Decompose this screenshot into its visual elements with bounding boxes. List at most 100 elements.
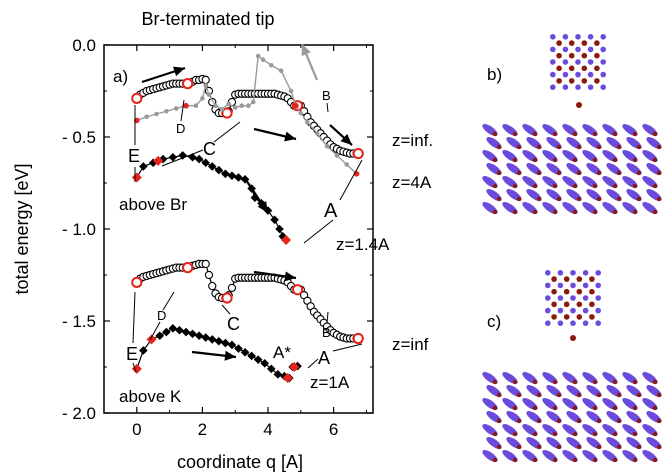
atom bbox=[616, 144, 622, 150]
atom bbox=[602, 150, 618, 162]
leader-line bbox=[132, 362, 137, 373]
atom bbox=[546, 163, 562, 175]
atom bbox=[656, 418, 662, 424]
atom bbox=[582, 176, 598, 188]
atom bbox=[566, 437, 582, 449]
atom bbox=[595, 295, 601, 301]
atom bbox=[532, 431, 538, 437]
atom bbox=[512, 457, 518, 463]
atom bbox=[562, 424, 578, 436]
molecule-panel-c bbox=[482, 270, 662, 463]
atom bbox=[656, 144, 662, 150]
atom bbox=[652, 183, 658, 189]
atom bbox=[587, 84, 594, 90]
atom bbox=[622, 398, 638, 410]
atom bbox=[606, 385, 622, 397]
atom bbox=[557, 320, 564, 327]
atom bbox=[556, 40, 562, 46]
atom bbox=[600, 59, 606, 65]
atom bbox=[532, 157, 538, 163]
atom bbox=[545, 307, 551, 314]
data-point bbox=[278, 232, 288, 241]
atom bbox=[656, 196, 662, 202]
leader-line bbox=[303, 219, 334, 244]
data-point bbox=[194, 154, 204, 164]
atom bbox=[652, 379, 658, 385]
atom bbox=[586, 437, 602, 449]
atom bbox=[592, 131, 598, 137]
label-A-bottom: A bbox=[318, 348, 330, 368]
atom bbox=[566, 163, 582, 175]
atom bbox=[652, 157, 658, 163]
atom bbox=[496, 392, 502, 398]
atom bbox=[522, 424, 538, 436]
atom bbox=[587, 34, 594, 40]
atom bbox=[502, 202, 518, 214]
atom bbox=[545, 320, 551, 327]
atom bbox=[512, 183, 518, 189]
label-z-inf-top: z=inf. bbox=[392, 131, 433, 150]
atom bbox=[496, 170, 502, 176]
atom bbox=[502, 176, 518, 188]
atom bbox=[602, 124, 618, 136]
atom bbox=[492, 157, 498, 163]
atom bbox=[652, 457, 658, 463]
atom bbox=[632, 379, 638, 385]
atom bbox=[526, 137, 542, 149]
highlight-point bbox=[221, 107, 233, 119]
atom bbox=[612, 379, 618, 385]
atom bbox=[496, 418, 502, 424]
data-point bbox=[298, 110, 304, 116]
atom bbox=[594, 78, 600, 84]
atom bbox=[532, 183, 538, 189]
leader-line bbox=[326, 102, 329, 113]
highlight-point bbox=[182, 78, 194, 90]
atom bbox=[652, 431, 658, 437]
atom bbox=[552, 157, 558, 163]
atom bbox=[532, 209, 538, 215]
atom bbox=[556, 78, 562, 84]
data-point bbox=[203, 83, 208, 88]
atom bbox=[551, 276, 557, 282]
data-point bbox=[214, 165, 224, 175]
data-point bbox=[207, 335, 217, 344]
data-point bbox=[278, 68, 284, 74]
data-point bbox=[221, 338, 230, 348]
atom bbox=[589, 276, 595, 282]
atom bbox=[606, 163, 622, 175]
atom bbox=[586, 385, 602, 397]
data-point bbox=[226, 101, 231, 107]
atom bbox=[532, 379, 538, 385]
arrow-top-mid bbox=[253, 127, 297, 142]
atom bbox=[486, 189, 502, 201]
atom bbox=[622, 150, 638, 162]
data-point bbox=[280, 371, 289, 381]
atom bbox=[482, 202, 498, 214]
atom bbox=[642, 398, 658, 410]
atom bbox=[595, 320, 601, 327]
atom bbox=[566, 411, 582, 423]
atom bbox=[576, 102, 582, 108]
atom bbox=[636, 196, 642, 202]
data-point bbox=[181, 327, 191, 337]
atom bbox=[642, 424, 658, 436]
data-point bbox=[250, 193, 260, 203]
atom bbox=[616, 444, 622, 450]
data-point bbox=[201, 75, 210, 85]
atom bbox=[582, 398, 598, 410]
atom bbox=[612, 209, 618, 215]
atom bbox=[576, 170, 582, 176]
y-tick-label: - 1.5 bbox=[62, 312, 96, 331]
atom bbox=[512, 431, 518, 437]
atom bbox=[492, 131, 498, 137]
atom bbox=[581, 40, 588, 46]
atom bbox=[632, 431, 638, 437]
data-point bbox=[255, 53, 261, 59]
atom bbox=[566, 385, 582, 397]
atom bbox=[581, 52, 588, 59]
y-tick-label: - 2.0 bbox=[62, 404, 96, 423]
atom bbox=[589, 288, 595, 295]
atom bbox=[586, 163, 602, 175]
data-point bbox=[201, 333, 210, 342]
